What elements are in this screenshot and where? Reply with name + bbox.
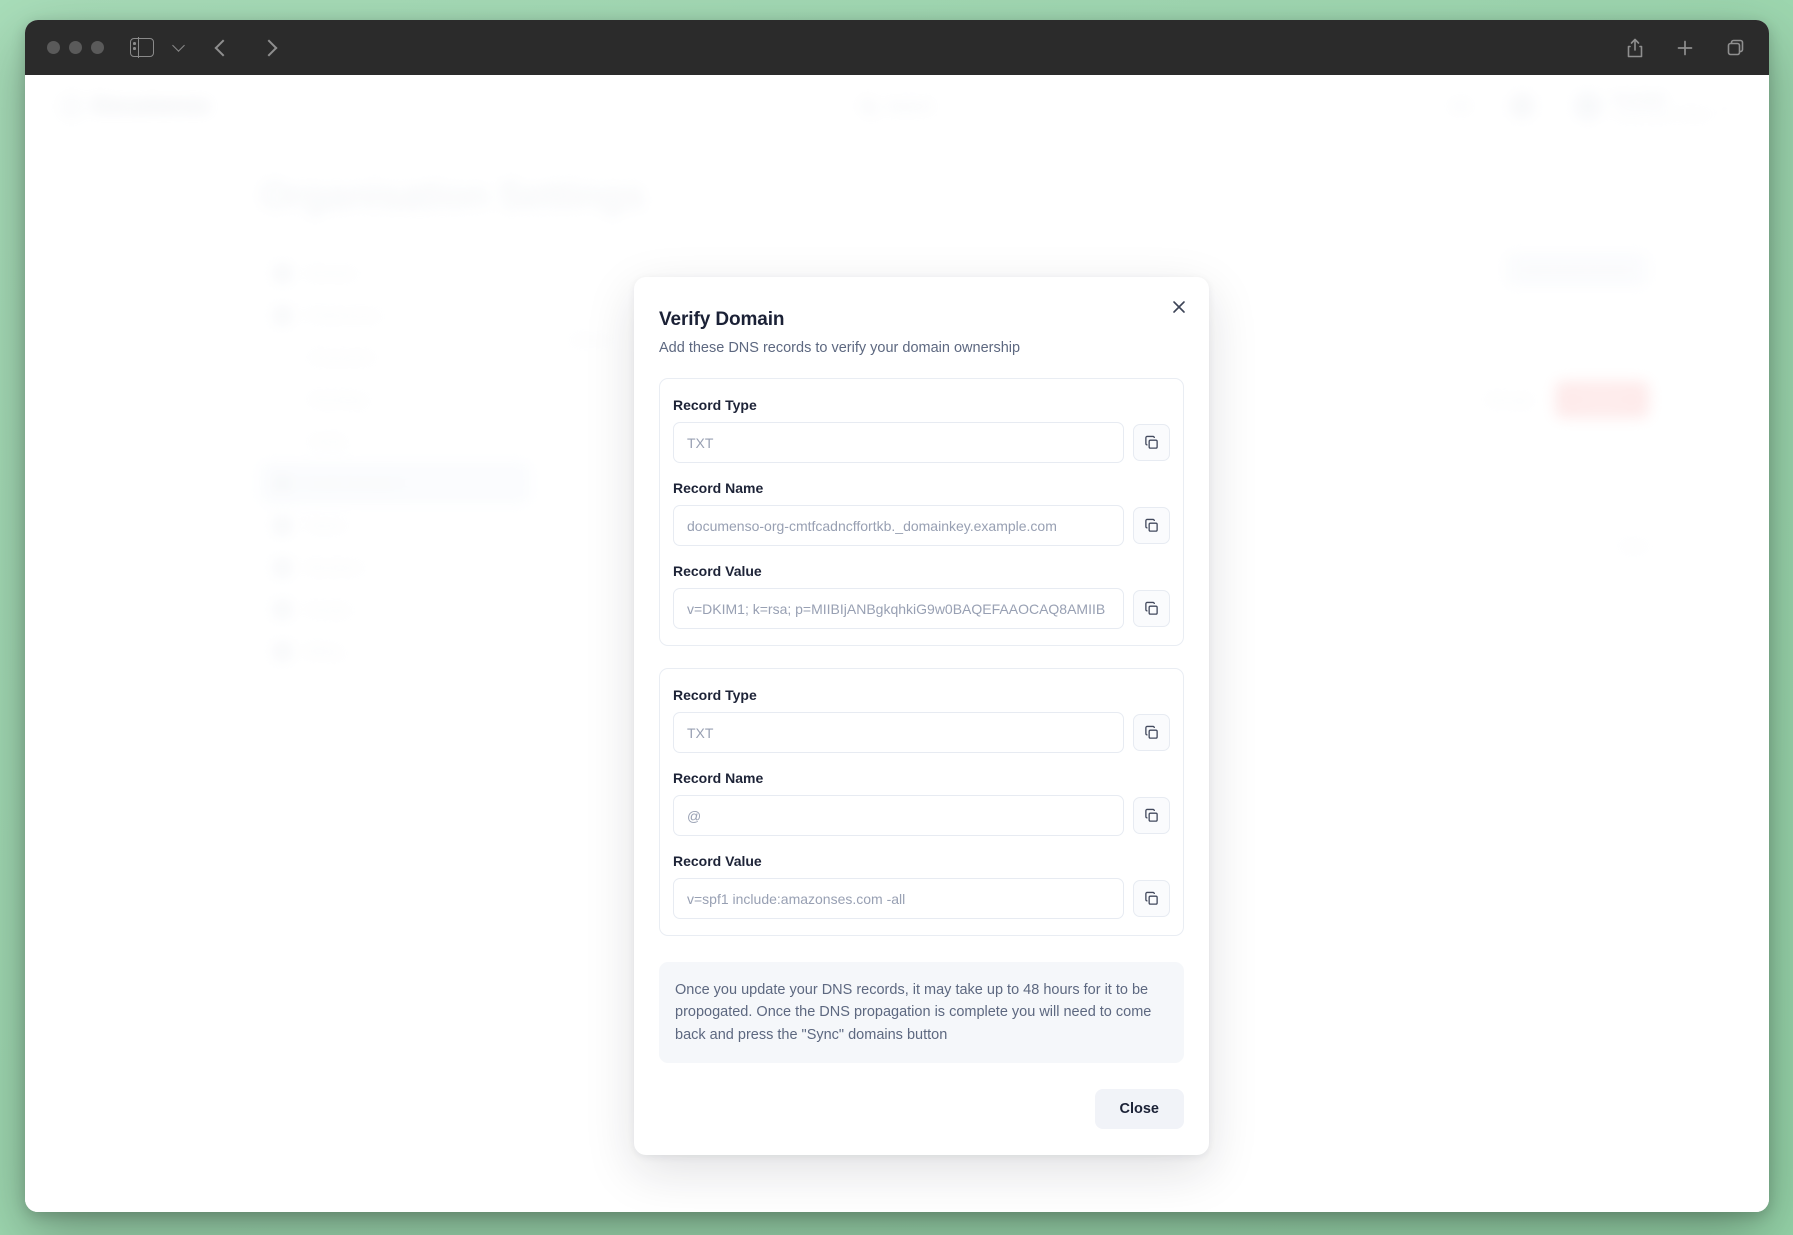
dns-record-card: Record Type TXT Record Name documenso-or…	[659, 378, 1184, 646]
record-type-input[interactable]: TXT	[673, 712, 1124, 753]
record-value-row: v=DKIM1; k=rsa; p=MIIBIjANBgkqhkiG9w0BAQ…	[673, 588, 1170, 629]
app-viewport: Documenso Search 0/5 Example Organisatio…	[25, 75, 1769, 1212]
tab-overview-icon[interactable]	[1726, 38, 1745, 57]
record-type-input[interactable]: TXT	[673, 422, 1124, 463]
record-type-row: TXT	[673, 712, 1170, 753]
copy-icon[interactable]	[1133, 507, 1170, 544]
share-icon[interactable]	[1626, 38, 1644, 58]
record-name-input[interactable]: @	[673, 795, 1124, 836]
copy-icon[interactable]	[1133, 590, 1170, 627]
copy-icon[interactable]	[1133, 797, 1170, 834]
record-value-label: Record Value	[673, 563, 762, 579]
record-value-label: Record Value	[673, 853, 762, 869]
record-type-label: Record Type	[673, 397, 757, 413]
forward-arrow-icon[interactable]	[260, 39, 278, 56]
dialog-subtitle: Add these DNS records to verify your dom…	[659, 340, 1021, 356]
sidebar-toggle-icon[interactable]	[130, 37, 154, 58]
verify-domain-dialog: Verify Domain Add these DNS records to v…	[634, 277, 1209, 1156]
record-name-label: Record Name	[673, 770, 764, 786]
back-arrow-icon[interactable]	[214, 39, 232, 56]
new-tab-icon[interactable]	[1676, 39, 1694, 57]
dns-record-card: Record Type TXT Record Name @	[659, 668, 1184, 936]
record-name-label: Record Name	[673, 480, 764, 496]
copy-icon[interactable]	[1133, 714, 1170, 751]
copy-icon[interactable]	[1133, 880, 1170, 917]
close-button[interactable]: Close	[1094, 1089, 1184, 1130]
record-value-input[interactable]: v=spf1 include:amazonses.com -all	[673, 878, 1124, 919]
record-value-row: v=spf1 include:amazonses.com -all	[673, 878, 1170, 919]
traffic-lights	[47, 41, 104, 54]
record-name-input[interactable]: documenso-org-cmtfcadncffortkb._domainke…	[673, 505, 1124, 546]
maximize-window-button[interactable]	[91, 41, 104, 54]
record-name-row: @	[673, 795, 1170, 836]
chevron-down-icon[interactable]	[172, 39, 185, 52]
record-value-input[interactable]: v=DKIM1; k=rsa; p=MIIBIjANBgkqhkiG9w0BAQ…	[673, 588, 1124, 629]
close-window-button[interactable]	[47, 41, 60, 54]
propagation-notice: Once you update your DNS records, it may…	[659, 962, 1184, 1064]
copy-icon[interactable]	[1133, 424, 1170, 461]
record-type-row: TXT	[673, 422, 1170, 463]
record-type-label: Record Type	[673, 687, 757, 703]
dialog-title: Verify Domain	[659, 309, 785, 330]
record-name-row: documenso-org-cmtfcadncffortkb._domainke…	[673, 505, 1170, 546]
browser-window: Documenso Search 0/5 Example Organisatio…	[25, 20, 1769, 1212]
browser-toolbar	[25, 20, 1769, 75]
close-icon[interactable]	[1165, 293, 1193, 321]
minimize-window-button[interactable]	[69, 41, 82, 54]
